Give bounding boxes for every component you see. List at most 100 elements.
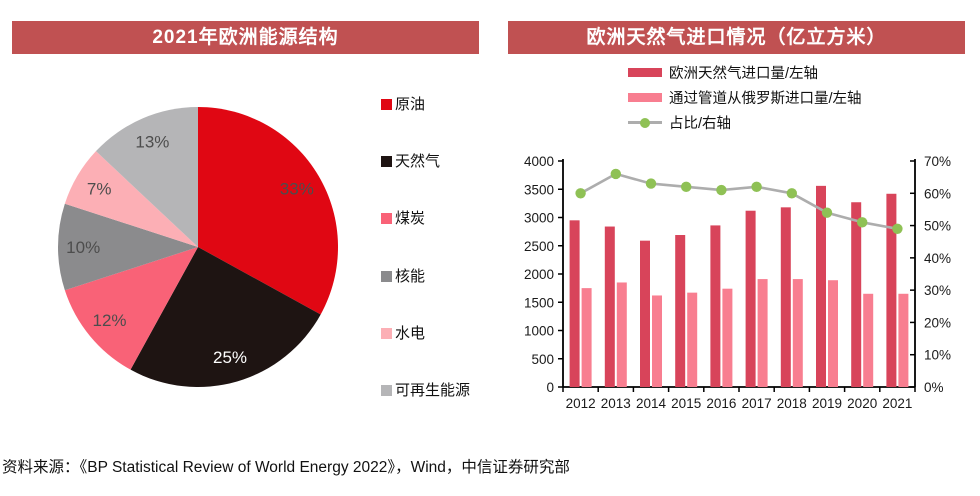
bar-legend-label: 通过管道从俄罗斯进口量/左轴 [669,91,862,107]
bar-chart-title: 欧洲天然气进口情况（亿立方米） [508,21,965,54]
bar-legend-label: 占比/右轴 [669,116,732,132]
bar-series0-2020 [851,202,862,387]
left-axis-tick-label: 1000 [524,324,554,339]
bar-chart-legend: 欧洲天然气进口量/左轴通过管道从俄罗斯进口量/左轴 占比/右轴 [628,64,862,132]
pie-slice-label: 33% [280,180,314,199]
left-axis-tick-label: 0 [546,380,554,395]
left-axis-tick-label: 2500 [524,239,554,254]
line-marker-2018 [786,188,797,199]
bar-series0-2017 [745,210,756,387]
pie-legend-label: 可再生能源 [395,381,471,399]
share-line [579,172,898,231]
x-axis-label: 2018 [777,396,807,411]
bar-series0-2021 [886,193,897,387]
pie-legend-item: 核能 [381,269,470,284]
bar-series1-2021 [898,293,909,387]
bar-legend-item: 通过管道从俄罗斯进口量/左轴 [628,89,862,107]
pie-legend-label: 原油 [395,96,426,113]
legend-bar-swatch-icon [628,68,662,77]
line-marker-2013 [610,168,621,180]
x-axis-label: 2021 [882,396,912,411]
pie-slice-0 [198,107,338,315]
bar-series1-2018 [792,279,803,387]
x-axis-label: 2017 [742,396,772,411]
pie-legend-item: 原油 [381,97,470,112]
pie-slice-label: 25% [213,348,247,367]
bar-series1-2017 [757,279,768,387]
x-axis-label: 2014 [636,396,667,411]
left-axis-tick-label: 3000 [524,211,554,226]
legend-line-swatch-icon [628,117,662,128]
pie-legend-label: 核能 [395,267,426,285]
line-marker-2021 [892,223,903,234]
x-axis-label: 2016 [706,396,736,411]
legend-swatch-icon [381,156,392,168]
bar-series1-2016 [722,288,733,387]
legend-swatch-icon [381,384,392,396]
bar-series1-2015 [687,292,698,387]
left-axis-tick-label: 1500 [524,295,554,310]
line-marker-2019 [821,207,833,218]
pie-slice-label: 13% [135,133,169,152]
legend-swatch-icon [381,327,392,339]
bar-series0-2019 [816,185,826,387]
bar-series1-2012 [581,288,592,387]
pie-legend-label: 天然气 [395,153,441,171]
legend-bar-swatch-icon [628,93,662,102]
pie-chart: 33% 25% 12% 10% 7% 13% [57,107,338,387]
bar-legend-item: 欧洲天然气进口量/左轴 [628,64,862,82]
bar-legend-label: 欧洲天然气进口量/左轴 [669,66,819,82]
legend-swatch-icon [381,270,392,282]
pie-slice-2 [64,247,198,370]
pie-legend-label: 水电 [395,324,426,342]
left-axis-tick-label: 3500 [524,182,554,197]
x-axis-label: 2015 [671,396,701,411]
pie-slice-1 [130,247,321,387]
bar-series1-2013 [616,282,627,387]
legend-marker-icon [640,117,650,128]
bar-series0-2018 [780,207,791,387]
bar-series0-2012 [569,220,580,387]
pie-slice-4 [64,151,198,247]
pie-chart-title: 2021年欧洲能源结构 [12,21,479,54]
pie-legend-item: 水电 [381,326,470,341]
bar-series1-2019 [828,280,838,387]
x-axis-label: 2020 [847,396,877,411]
line-marker-2012 [575,188,586,199]
legend-swatch-icon [381,213,392,225]
left-axis-tick-label: 2000 [524,267,554,282]
pie-slice-3 [57,203,198,291]
line-marker-2020 [857,217,868,228]
right-axis-tick-label: 70% [924,154,951,169]
pie-slice-label: 7% [87,180,112,199]
bar-line-chart: 0 500 1000 1500 2000 2500 3000 3500 4000 0% 10% 20%… [524,154,951,411]
bar-series0-2013 [604,226,615,387]
line-marker-2014 [645,178,657,189]
pie-slice-label: 12% [92,311,126,330]
bar-legend-item: 占比/右轴 [628,114,862,132]
bar-series0-2015 [675,235,686,387]
right-axis-tick-label: 20% [924,315,951,330]
pie-legend-label: 煤炭 [395,210,426,228]
legend-swatch-icon [381,99,392,110]
right-axis-tick-label: 0% [924,380,944,395]
line-marker-2017 [751,181,762,193]
left-axis-tick-label: 4000 [524,154,554,169]
right-axis-tick-label: 10% [924,348,951,363]
right-axis-tick-label: 30% [924,283,951,298]
pie-legend-item: 天然气 [381,154,470,169]
source-note: 资料来源：《BP Statistical Review of World Ene… [2,459,570,476]
pie-legend-item: 煤炭 [381,211,470,226]
right-axis-tick-label: 50% [924,219,951,234]
pie-legend: 原油天然气煤炭核能水电可再生能源 [381,97,470,398]
line-marker-2016 [716,184,727,196]
line-marker-2015 [681,181,692,193]
right-axis-tick-label: 40% [924,251,951,266]
x-axis-label: 2013 [601,396,631,411]
bar-series0-2016 [710,225,721,387]
right-axis-tick-label: 60% [924,186,951,201]
pie-legend-item: 可再生能源 [381,383,470,398]
bar-series1-2014 [652,295,662,387]
x-axis-label: 2012 [566,396,596,411]
